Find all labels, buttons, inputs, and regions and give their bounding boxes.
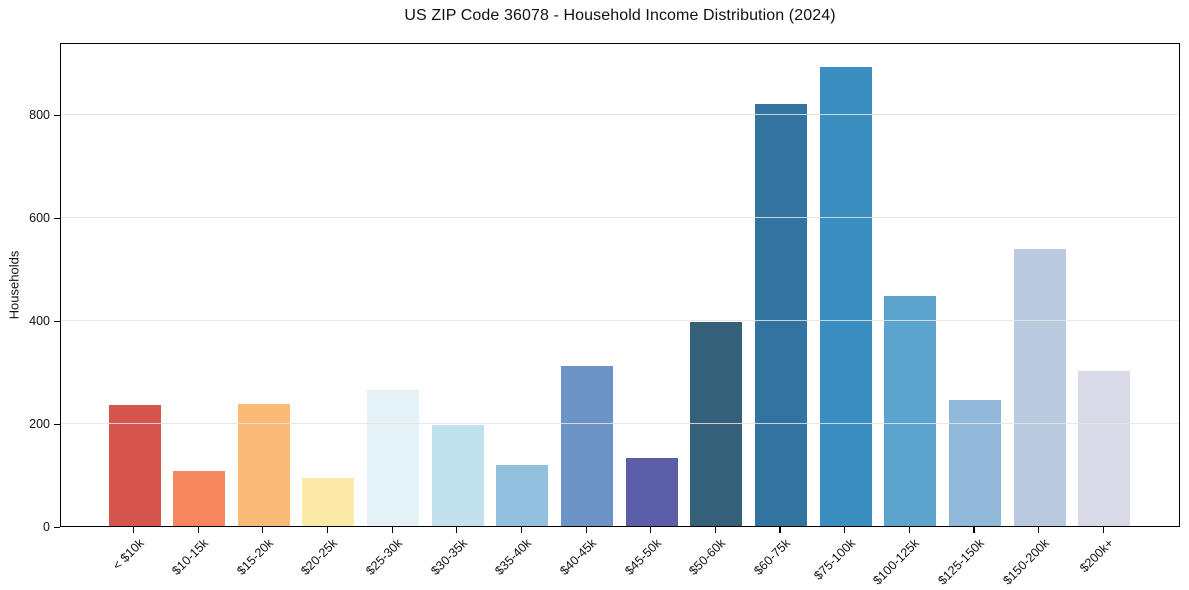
x-tick-label: $75-100k: [810, 536, 858, 583]
x-tick-mark: [197, 527, 199, 533]
y-tick-mark: [54, 217, 60, 220]
y-tick-mark: [54, 423, 60, 425]
bar-$100-125k: [884, 296, 937, 526]
x-tick-mark: [650, 527, 652, 533]
gridline-200: [61, 422, 1179, 424]
y-tick-label: 400: [29, 313, 50, 328]
y-tick-label: 600: [29, 210, 50, 225]
bar-$60-75k: [755, 104, 807, 526]
x-tick-mark: [132, 527, 135, 533]
chart-title: US ZIP Code 36078 - Household Income Dis…: [404, 7, 836, 24]
bar-$25-30k: [367, 390, 420, 526]
x-tick-label: $30-35k: [427, 536, 470, 578]
bar-$50-60k: [690, 321, 743, 526]
bar-$150-200k: [1013, 249, 1066, 526]
gridline-400: [61, 319, 1179, 321]
x-tick-label: $45-50k: [621, 536, 664, 578]
bar-< $10k: [108, 404, 161, 526]
y-tick-mark: [54, 320, 60, 322]
x-tick-label: $20-25k: [298, 536, 341, 578]
bar-$35-40k: [496, 464, 549, 526]
y-tick-label: 0: [43, 519, 50, 534]
bar-$200k+: [1078, 371, 1131, 526]
bar-$45-50k: [625, 458, 678, 526]
x-tick-label: $35-40k: [492, 536, 535, 578]
x-tick-mark: [391, 527, 393, 533]
x-tick-mark: [520, 527, 522, 533]
bar-$10-15k: [173, 470, 226, 526]
x-tick-label: $10-15k: [169, 536, 212, 578]
x-tick-mark: [1102, 527, 1104, 533]
x-tick-label: < $10k: [109, 536, 147, 573]
x-tick-label: $40-45k: [557, 536, 599, 578]
x-tick-mark: [456, 527, 458, 533]
x-tick-mark: [844, 527, 846, 533]
y-tick-label: 200: [29, 416, 50, 431]
bar-$15-20k: [237, 403, 290, 526]
gridline-600: [61, 216, 1179, 218]
bar-$75-100k: [819, 66, 872, 526]
x-tick-label: $15-20k: [233, 536, 276, 578]
x-tick-mark: [1038, 527, 1040, 533]
x-tick-mark: [779, 527, 781, 533]
x-tick-label: $60-75k: [751, 536, 793, 578]
x-tick-mark: [714, 527, 716, 533]
y-tick-label: 800: [29, 108, 50, 122]
x-tick-mark: [326, 527, 329, 533]
bar-$30-35k: [431, 424, 484, 526]
y-axis-label: Households: [6, 250, 22, 320]
x-tick-mark: [973, 527, 975, 533]
bar-$40-45k: [561, 365, 614, 526]
x-tick-mark: [585, 527, 587, 533]
y-tick-mark: [54, 115, 60, 117]
gridline-800: [61, 114, 1179, 115]
y-tick-mark: [54, 526, 60, 528]
x-tick-mark: [908, 527, 910, 533]
bar-$20-25k: [302, 478, 355, 526]
x-tick-label: $200k+: [1077, 536, 1117, 576]
bar-$125-150k: [948, 399, 1001, 526]
x-tick-label: $25-30k: [363, 536, 406, 578]
x-tick-mark: [262, 527, 264, 533]
x-tick-label: $50-60k: [686, 536, 729, 578]
x-tick-label: $125-150k: [935, 536, 987, 588]
x-tick-label: $150-200k: [999, 536, 1052, 588]
plot-area: [60, 43, 1180, 527]
x-tick-label: $100-125k: [870, 536, 923, 588]
